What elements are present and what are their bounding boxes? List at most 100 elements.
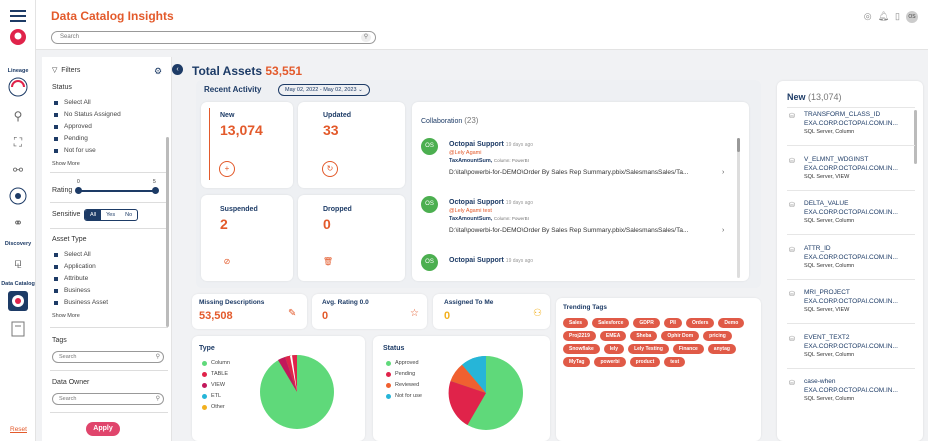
dropped-card[interactable] [298,195,405,281]
asset-type-option[interactable]: Business Asset [54,299,108,306]
pie-slice-table[interactable] [285,355,297,392]
rating-slider-min-handle[interactable] [75,187,82,194]
asset-type-option[interactable]: Business [54,287,90,294]
pie-slice-reviewed[interactable] [450,364,487,393]
sensitive-yes-option[interactable]: Yes [106,212,116,218]
tag-chip[interactable]: Finance [672,344,704,354]
post-mention[interactable]: @Lely Agami [449,150,482,156]
date-range-select[interactable]: May 02, 2022 - May 02, 2023 ⌄ [278,84,370,96]
collaboration-scrollbar[interactable] [737,138,740,278]
search-icon[interactable]: ⚲ [361,33,371,42]
scrollbar-thumb[interactable] [737,138,740,152]
cross-system-lineage-icon[interactable]: ⚲ [13,109,23,123]
octopai-logo-icon[interactable] [8,27,28,47]
asset-type-option[interactable]: Application [54,263,96,270]
status-show-more-link[interactable]: Show More [52,161,80,167]
rating-slider-max-handle[interactable] [152,187,159,194]
post-path[interactable]: D:\ital\powerbi-for-DEMO\Order By Sales … [449,169,689,176]
gear-icon[interactable]: ⚙ [154,66,163,76]
checkbox-icon[interactable] [54,124,58,129]
checkbox-icon[interactable] [54,148,58,153]
discovery-icon[interactable]: ⚼ [13,254,23,269]
reset-link[interactable]: Reset [10,426,27,433]
tag-chip[interactable]: product [629,357,661,367]
avg-rating-card[interactable] [312,294,427,329]
tag-chip[interactable]: anytag [707,344,736,354]
asset-type-option[interactable]: Select All [54,251,91,258]
tag-chip[interactable]: Demo [718,318,745,328]
eye-off-icon: ⊘ [223,257,231,266]
tag-chip[interactable]: test [664,357,686,367]
checkbox-icon[interactable] [54,276,58,281]
sensitive-no-option[interactable]: No [125,212,133,218]
tag-chip[interactable]: Proj2219 [563,331,596,341]
status-option[interactable]: Approved [54,123,92,130]
data-owner-search-input[interactable]: Search ⚲ [52,393,164,405]
pie-slice-view[interactable] [278,357,297,392]
tag-chip[interactable]: Sheba [630,331,658,341]
post-mention[interactable]: @Lely Agami test [449,208,492,214]
post-path[interactable]: D:\ital\powerbi-for-DEMO\Order By Sales … [449,227,689,234]
tag-chip[interactable]: Salesforce [592,318,630,328]
tag-chip[interactable]: Ophir Dom [661,331,700,341]
search-icon[interactable]: ⚲ [155,396,160,402]
checkbox-icon[interactable] [54,100,58,105]
tag-chip[interactable]: Sales [563,318,589,328]
checkbox-icon[interactable] [54,288,58,293]
data-catalog-list-icon[interactable] [8,319,28,339]
help-icon[interactable]: ◎ [863,11,872,21]
status-option[interactable]: Pending [54,135,88,142]
user-avatar[interactable]: OS [906,11,918,23]
checkbox-icon[interactable] [54,300,58,305]
asset-type-show-more-link[interactable]: Show More [52,313,80,319]
document-icon[interactable]: ▯ [895,11,900,21]
pie-slice-pending[interactable] [448,381,486,425]
tag-chip[interactable]: Orders [685,318,715,328]
updated-card[interactable] [298,102,405,188]
lineage-map-icon[interactable] [8,186,28,206]
tag-chip[interactable]: GDPR [633,318,660,328]
search-icon[interactable]: ⚲ [155,354,160,360]
checkbox-icon[interactable] [54,136,58,141]
status-option[interactable]: Not for use [54,147,96,154]
rating-max-label: 5 [153,179,156,185]
asset-type-option[interactable]: Attribute [54,275,88,282]
missing-descriptions-card[interactable] [192,294,307,329]
tag-chip[interactable]: pricing [703,331,732,341]
checkbox-icon[interactable] [54,112,58,117]
tags-search-input[interactable]: Search ⚲ [52,351,164,363]
tag-chip[interactable]: EMEA [599,331,627,341]
global-search-input[interactable]: Search ⚲ [51,31,376,44]
sensitive-all-option[interactable]: All [85,210,102,220]
status-option[interactable]: Select All [54,99,91,106]
assigned-to-me-card[interactable] [433,294,550,329]
notification-bell-icon[interactable]: 🔔︎ [877,11,890,21]
checkbox-icon[interactable] [54,264,58,269]
chevron-right-icon[interactable]: › [722,227,725,234]
checkbox-icon[interactable] [54,252,58,257]
rating-slider-track[interactable] [78,190,156,192]
new-assets-scrollbar[interactable] [914,110,917,164]
end-to-end-lineage-icon[interactable]: ⚯ [12,163,24,177]
object-lineage-icon[interactable]: ⚭ [12,216,24,230]
data-catalog-insights-icon[interactable] [8,291,28,311]
new-card[interactable] [201,102,293,188]
tag-chip[interactable]: Lely Testing [628,344,669,354]
hamburger-menu-icon[interactable] [8,6,28,26]
tag-chip[interactable]: Snowflake [563,344,600,354]
pie-slice-not-for-use[interactable] [462,355,486,393]
tag-chip[interactable]: PII [663,318,682,328]
status-pie-chart[interactable] [448,355,524,431]
tag-chip[interactable]: lely [603,344,625,354]
tag-chip[interactable]: powerbi [594,357,626,367]
status-option[interactable]: No Status Assigned [54,111,121,118]
type-pie-chart[interactable] [259,354,335,430]
suspended-card[interactable] [201,195,293,281]
lineage-dashboard-icon[interactable] [8,77,28,97]
filters-scrollbar[interactable] [166,137,169,327]
tag-chip[interactable]: MyTag [563,357,591,367]
chevron-right-icon[interactable]: › [722,169,725,176]
apply-button[interactable]: Apply [86,422,120,436]
collapse-filters-button[interactable]: ‹ [172,64,183,75]
inner-system-lineage-icon[interactable]: ⛶ [13,134,23,149]
